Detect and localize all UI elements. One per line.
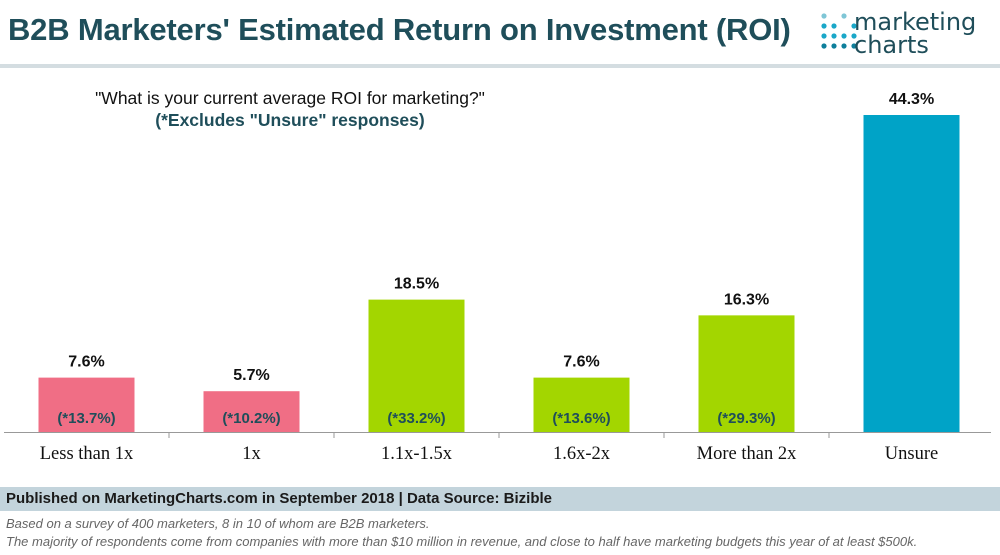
bar-5 — [863, 115, 960, 432]
category-label-4: More than 2x — [697, 444, 797, 464]
excluding-unsure-label-3: (*13.6%) — [552, 410, 610, 427]
footer-source: Published on MarketingCharts.com in Sept… — [6, 490, 552, 507]
bar-0 — [38, 377, 135, 432]
bar-4 — [698, 315, 795, 432]
roi-bar-chart: 7.6% (*13.7%) Less than 1x 5.7% (*10.2%) 1x 18… — [4, 91, 991, 464]
bar-2 — [368, 299, 465, 432]
category-label-1: 1x — [242, 444, 261, 464]
value-label-0: 7.6% — [68, 354, 104, 371]
footer-bar — [0, 487, 1000, 511]
value-label-2: 18.5% — [394, 276, 439, 293]
survey-question: "What is your current average ROI for ma… — [95, 88, 485, 108]
excluding-unsure-label-1: (*10.2%) — [222, 410, 280, 427]
value-label-5: 44.3% — [889, 91, 934, 108]
bar-3 — [533, 377, 630, 432]
footer-note-respondents: The majority of respondents come from co… — [6, 534, 918, 549]
excluding-unsure-label-2: (*33.2%) — [387, 410, 445, 427]
excluding-unsure-label-4: (*29.3%) — [717, 410, 775, 427]
chart-title: B2B Marketers' Estimated Return on Inves… — [8, 12, 791, 47]
category-label-5: Unsure — [885, 444, 938, 464]
bar-1 — [203, 391, 300, 432]
footer-note-survey: Based on a survey of 400 marketers, 8 in… — [6, 516, 430, 531]
excludes-unsure-note: (*Excludes "Unsure" responses) — [155, 110, 425, 130]
title-divider — [0, 64, 1000, 68]
logo-text-marketing: marketing — [854, 8, 977, 36]
value-label-1: 5.7% — [233, 367, 269, 384]
logo-text-charts: charts — [854, 31, 929, 59]
category-label-3: 1.6x-2x — [553, 444, 611, 464]
category-label-0: Less than 1x — [40, 444, 134, 464]
marketingcharts-logo-icon — [821, 13, 857, 49]
category-label-2: 1.1x-1.5x — [381, 444, 453, 464]
excluding-unsure-label-0: (*13.7%) — [57, 410, 115, 427]
value-label-4: 16.3% — [724, 291, 769, 308]
value-label-3: 7.6% — [563, 354, 599, 371]
